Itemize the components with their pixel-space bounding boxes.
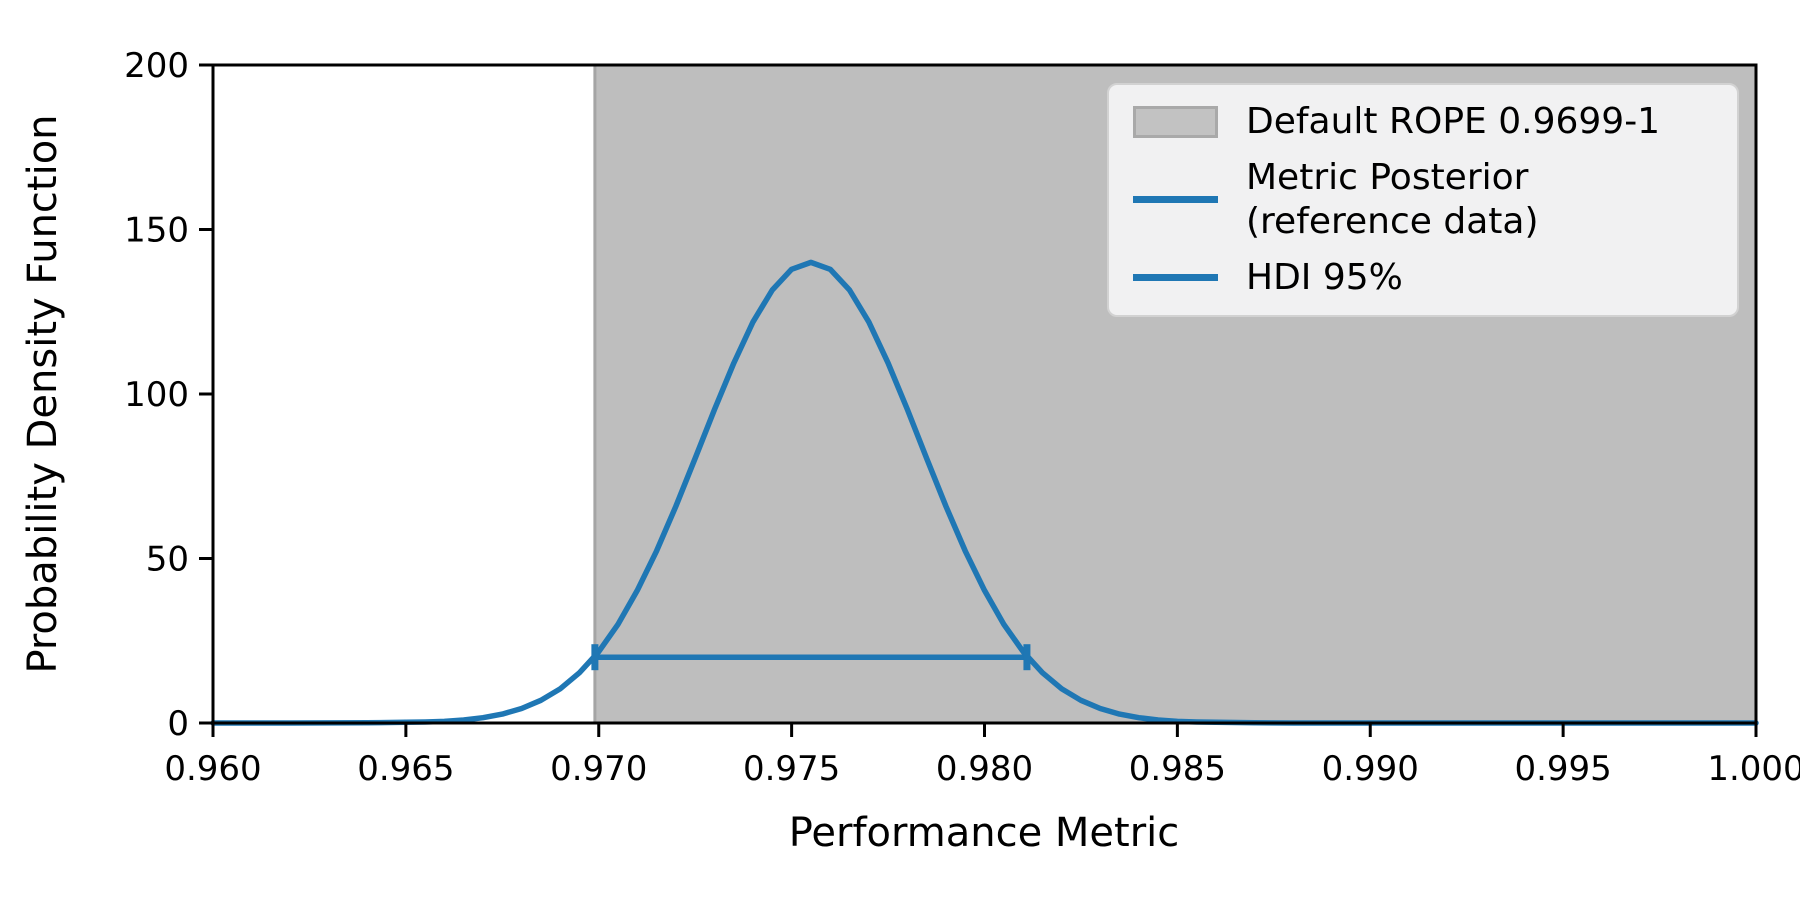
svg-text:0.995: 0.995 [1514, 749, 1611, 789]
legend-label-posterior: Metric Posterior (reference data) [1246, 156, 1539, 242]
posterior-line-icon [1133, 196, 1218, 204]
svg-text:1.000: 1.000 [1707, 749, 1800, 789]
svg-text:200: 200 [124, 46, 189, 86]
legend-label-rope: Default ROPE 0.9699-1 [1246, 101, 1661, 142]
svg-text:150: 150 [124, 211, 189, 251]
svg-text:0: 0 [167, 704, 189, 744]
svg-text:0.960: 0.960 [164, 749, 261, 789]
hdi-line-icon [1133, 274, 1218, 282]
svg-text:0.990: 0.990 [1322, 749, 1419, 789]
svg-text:50: 50 [146, 540, 189, 580]
svg-text:0.985: 0.985 [1129, 749, 1226, 789]
svg-text:100: 100 [124, 375, 189, 415]
legend: Default ROPE 0.9699-1 Metric Posterior (… [1107, 83, 1739, 317]
hdi-interval [591, 644, 1031, 671]
legend-label-hdi: HDI 95% [1246, 256, 1403, 298]
svg-text:0.975: 0.975 [743, 749, 840, 789]
svg-text:0.980: 0.980 [936, 749, 1033, 789]
svg-text:0.965: 0.965 [357, 749, 454, 789]
rope-patch-icon [1133, 105, 1218, 138]
y-axis-ticks: 0 50 100 150 200 [124, 46, 213, 744]
x-axis-label: Performance Metric [789, 810, 1180, 856]
svg-text:0.970: 0.970 [550, 749, 647, 789]
legend-entry-hdi: HDI 95% [1133, 251, 1713, 305]
y-axis-label: Probability Density Function [20, 114, 66, 673]
legend-entry-rope: Default ROPE 0.9699-1 [1133, 95, 1713, 149]
legend-entry-posterior: Metric Posterior (reference data) [1133, 151, 1713, 249]
x-axis-ticks: 0.960 0.965 0.970 0.975 0.980 0.985 0.990 0.995… [164, 723, 1800, 789]
